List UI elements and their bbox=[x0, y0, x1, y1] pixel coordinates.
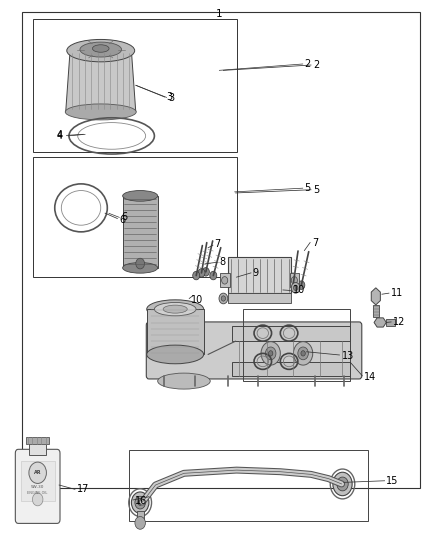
Circle shape bbox=[219, 293, 228, 304]
Circle shape bbox=[138, 500, 142, 505]
Circle shape bbox=[29, 462, 46, 483]
Ellipse shape bbox=[123, 191, 158, 201]
Text: 1: 1 bbox=[215, 9, 223, 19]
Text: 17: 17 bbox=[77, 484, 89, 494]
Text: 10: 10 bbox=[191, 295, 203, 304]
Ellipse shape bbox=[80, 42, 122, 57]
Circle shape bbox=[202, 268, 209, 276]
Circle shape bbox=[193, 271, 200, 280]
Text: ENGINE OIL: ENGINE OIL bbox=[28, 491, 48, 495]
Text: 2: 2 bbox=[313, 60, 319, 70]
Bar bbox=[228, 293, 291, 303]
Ellipse shape bbox=[147, 345, 204, 364]
Bar bbox=[33, 19, 237, 152]
Ellipse shape bbox=[123, 263, 158, 273]
Text: 3: 3 bbox=[169, 93, 175, 102]
Text: 12: 12 bbox=[393, 317, 406, 327]
Text: 8: 8 bbox=[219, 257, 225, 267]
Bar bbox=[22, 12, 420, 488]
Bar bbox=[129, 450, 368, 521]
Bar bbox=[373, 305, 379, 317]
Circle shape bbox=[290, 278, 297, 287]
Text: 6: 6 bbox=[122, 213, 128, 222]
Bar bbox=[26, 437, 49, 444]
Circle shape bbox=[198, 269, 205, 277]
Polygon shape bbox=[371, 288, 380, 305]
FancyBboxPatch shape bbox=[15, 449, 60, 523]
Ellipse shape bbox=[65, 104, 136, 120]
Circle shape bbox=[135, 516, 145, 529]
Bar bbox=[232, 326, 350, 341]
Ellipse shape bbox=[67, 39, 135, 62]
Ellipse shape bbox=[154, 303, 196, 316]
Bar bbox=[123, 196, 158, 268]
Bar bbox=[137, 511, 144, 524]
Bar bbox=[21, 461, 55, 501]
Text: 5: 5 bbox=[313, 185, 319, 195]
Text: 6: 6 bbox=[120, 215, 126, 224]
Polygon shape bbox=[66, 51, 136, 112]
Circle shape bbox=[337, 477, 348, 491]
Text: 13: 13 bbox=[342, 351, 354, 361]
Circle shape bbox=[136, 259, 145, 269]
Circle shape bbox=[131, 492, 149, 513]
Circle shape bbox=[261, 342, 280, 365]
Text: 3: 3 bbox=[166, 92, 173, 102]
Bar bbox=[386, 319, 395, 326]
Bar bbox=[33, 157, 237, 277]
Circle shape bbox=[298, 281, 305, 289]
Text: 7: 7 bbox=[312, 238, 318, 247]
Bar bbox=[228, 257, 291, 293]
Bar bbox=[220, 273, 230, 287]
Bar bbox=[29, 443, 46, 455]
Polygon shape bbox=[374, 318, 386, 327]
Text: 16: 16 bbox=[135, 496, 147, 506]
FancyBboxPatch shape bbox=[146, 322, 362, 379]
Text: 10: 10 bbox=[293, 286, 305, 295]
Circle shape bbox=[293, 285, 298, 290]
Text: 9: 9 bbox=[253, 268, 259, 278]
Ellipse shape bbox=[92, 45, 109, 52]
Circle shape bbox=[301, 351, 305, 356]
Circle shape bbox=[268, 351, 273, 356]
Text: AR: AR bbox=[34, 470, 42, 475]
Text: 4: 4 bbox=[56, 131, 62, 140]
Ellipse shape bbox=[147, 300, 204, 319]
Circle shape bbox=[333, 472, 352, 496]
Circle shape bbox=[222, 277, 228, 284]
Bar bbox=[147, 309, 204, 354]
Text: 5: 5 bbox=[304, 183, 311, 193]
Text: 2: 2 bbox=[304, 59, 311, 69]
Bar bbox=[232, 362, 350, 376]
Text: 5W-30: 5W-30 bbox=[31, 484, 44, 489]
Circle shape bbox=[32, 493, 43, 506]
Text: 14: 14 bbox=[364, 372, 377, 382]
Text: 7: 7 bbox=[215, 239, 221, 249]
Circle shape bbox=[210, 271, 217, 280]
Ellipse shape bbox=[163, 305, 187, 313]
Circle shape bbox=[265, 347, 276, 360]
Circle shape bbox=[221, 296, 226, 301]
Text: 11: 11 bbox=[391, 288, 403, 298]
Circle shape bbox=[291, 277, 297, 284]
Ellipse shape bbox=[158, 373, 210, 389]
Circle shape bbox=[135, 496, 145, 509]
Circle shape bbox=[293, 342, 313, 365]
Text: 15: 15 bbox=[386, 476, 399, 486]
Bar bbox=[290, 273, 299, 287]
Bar bbox=[243, 309, 350, 381]
Text: 4: 4 bbox=[57, 131, 63, 141]
Circle shape bbox=[298, 347, 308, 360]
Circle shape bbox=[291, 282, 300, 293]
